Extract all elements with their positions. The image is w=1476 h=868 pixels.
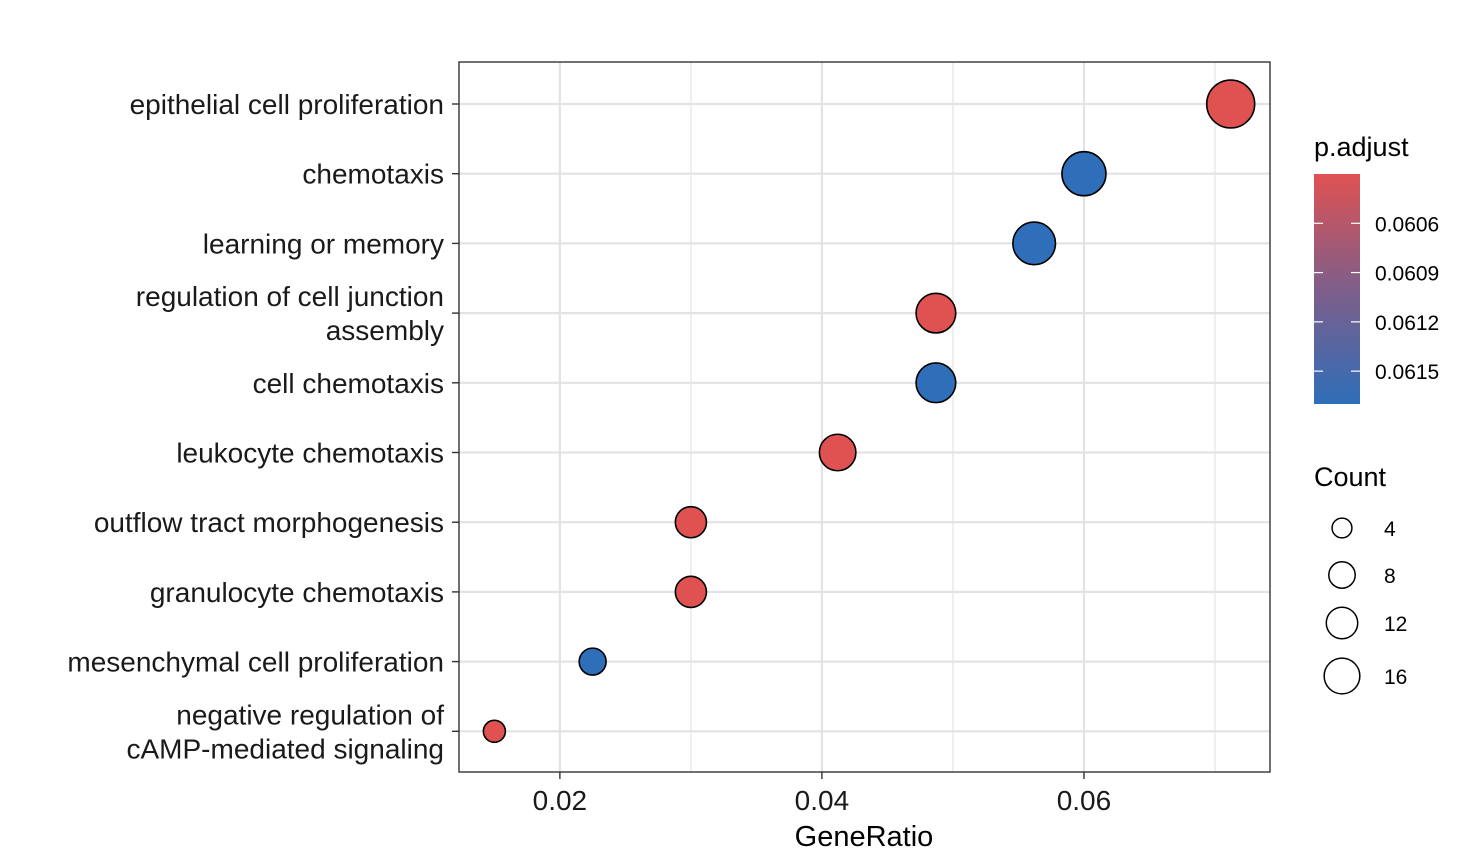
y-tick-label: negative regulation of cAMP-mediated sign… <box>127 699 445 764</box>
size-legend: Count 4 8 12 16 <box>1314 462 1407 695</box>
size-legend-label: 12 <box>1384 613 1407 636</box>
color-legend-label: 0.0615 <box>1375 361 1439 384</box>
data-point <box>1012 221 1057 266</box>
data-point <box>915 292 957 334</box>
x-tick-label: 0.06 <box>1057 785 1112 816</box>
size-legend-label: 8 <box>1384 565 1396 588</box>
size-legend-title: Count <box>1314 462 1387 492</box>
y-tick-label: epithelial cell proliferation <box>130 89 444 120</box>
y-tick-label: chemotaxis <box>302 159 444 190</box>
color-legend: p.adjust 0.0606 0.0609 0.0612 0.0615 <box>1314 132 1439 404</box>
data-point <box>915 362 957 404</box>
size-legend-label: 16 <box>1384 666 1407 689</box>
x-tick-label: 0.02 <box>533 785 588 816</box>
x-tick-label: 0.04 <box>795 785 850 816</box>
x-axis-title: GeneRatio <box>795 821 934 853</box>
data-point <box>1061 150 1107 197</box>
y-tick-label: cell chemotaxis <box>253 368 444 399</box>
color-bar <box>1314 174 1360 404</box>
size-legend-label: 4 <box>1384 518 1396 541</box>
size-legend-key <box>1328 561 1356 589</box>
data-point <box>578 647 607 676</box>
color-legend-title: p.adjust <box>1314 132 1409 162</box>
y-tick-label: leukocyte chemotaxis <box>176 438 444 469</box>
x-axis: 0.02 0.04 0.06 <box>533 772 1112 816</box>
y-tick-label: granulocyte chemotaxis <box>150 577 444 608</box>
data-point <box>674 575 708 609</box>
y-tick-label: learning or memory <box>203 228 444 259</box>
data-point <box>818 433 857 472</box>
y-tick-label: mesenchymal cell proliferation <box>67 647 444 678</box>
panel-border <box>458 61 1271 773</box>
color-legend-label: 0.0606 <box>1375 213 1439 236</box>
grid <box>459 62 1270 772</box>
data-point <box>1205 79 1256 129</box>
size-legend-key <box>1323 657 1361 695</box>
y-axis: epithelial cell proliferation chemotaxis l… <box>67 89 459 764</box>
data-points <box>482 79 1256 744</box>
size-legend-key <box>1331 517 1353 539</box>
data-point <box>482 719 507 744</box>
size-legend-key <box>1325 606 1359 640</box>
color-legend-label: 0.0609 <box>1375 263 1439 286</box>
color-legend-label: 0.0612 <box>1375 312 1439 335</box>
y-tick-label: outflow tract morphogenesis <box>94 507 444 538</box>
y-tick-label: regulation of cell junction assembly <box>136 281 444 346</box>
data-point <box>674 505 708 539</box>
